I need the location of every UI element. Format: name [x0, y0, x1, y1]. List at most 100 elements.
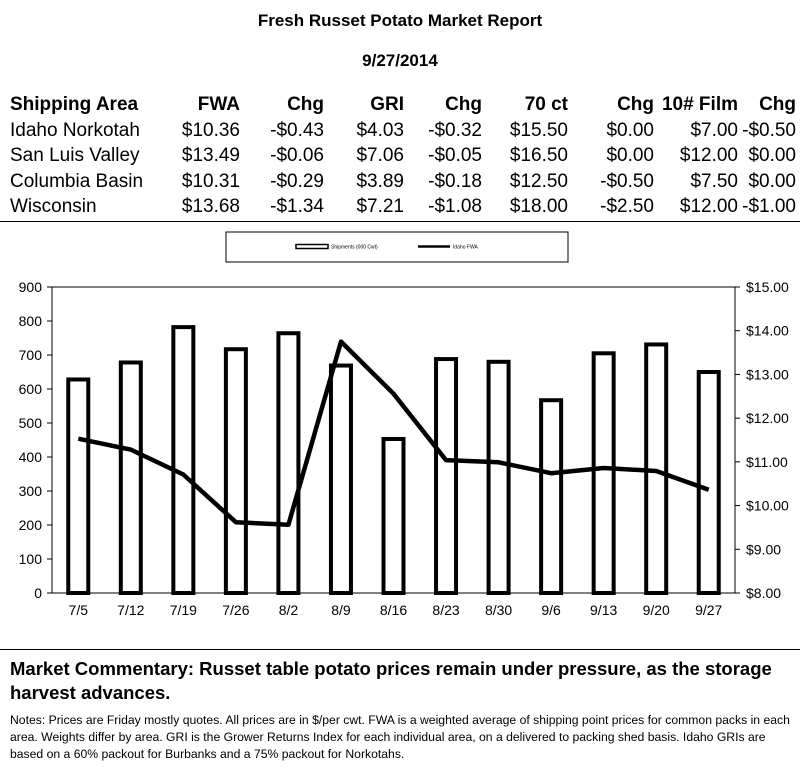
table-cell: $7.21	[356, 196, 404, 217]
x-axis-tick-label: 9/20	[643, 602, 670, 618]
col-header-fwa-chg: Chg	[287, 94, 324, 115]
section-divider	[0, 221, 800, 222]
left-axis-tick-label: 600	[19, 381, 43, 397]
x-axis-tick-label: 8/23	[432, 602, 459, 618]
x-axis-tick-label: 7/26	[222, 602, 249, 618]
x-axis-tick-label: 7/5	[69, 602, 89, 618]
right-axis-tick-label: $11.00	[746, 454, 788, 470]
table-cell: $4.03	[356, 119, 404, 141]
table-cell: -$1.08	[428, 196, 482, 217]
table-row: Idaho Norkotah $10.36 -$0.43 $4.03 -$0.3…	[8, 118, 798, 144]
x-axis-tick-label: 9/27	[695, 602, 722, 618]
shipment-bar	[118, 360, 143, 596]
table-cell: -$0.50	[742, 119, 796, 141]
right-axis-tick-label: $13.00	[746, 366, 789, 382]
legend-swatch-shipments	[295, 243, 329, 250]
left-axis-tick-label: 300	[19, 483, 43, 499]
shipment-bar	[696, 370, 721, 595]
table-cell: $18.00	[509, 196, 568, 217]
right-axis-tick-label: $15.00	[746, 279, 789, 295]
table-cell: -$0.32	[428, 119, 482, 141]
shipment-bar	[591, 351, 616, 595]
left-axis-tick-label: 800	[19, 313, 43, 329]
table-cell: $0.00	[606, 145, 654, 166]
table-row: Columbia Basin $10.31 -$0.29 $3.89 -$0.1…	[8, 169, 798, 195]
col-header-film-chg: Chg	[759, 94, 796, 115]
left-axis-tick-label: 0	[34, 585, 42, 601]
x-axis-labels: 7/5 7/12 7/19 7/26 8/2 8/9 8/16 8/23 8/30 9/6 9/13…	[69, 602, 723, 618]
table-cell: -$0.29	[270, 170, 324, 192]
shipment-bar	[381, 436, 406, 596]
left-axis-tick-label: 900	[19, 279, 43, 295]
table-cell: $10.36	[181, 119, 240, 141]
right-axis-tick-label: $10.00	[746, 498, 789, 514]
col-header-fwa: FWA	[197, 94, 240, 115]
table-cell: $15.50	[509, 119, 568, 141]
shipment-bar	[276, 331, 301, 595]
table-cell: $12.00	[679, 196, 738, 217]
left-axis-tick-label: 500	[19, 415, 43, 431]
col-header-gri-chg: Chg	[445, 94, 482, 115]
table-cell: Columbia Basin	[10, 170, 144, 192]
x-axis-tick-label: 8/9	[331, 602, 351, 618]
table-cell: -$0.06	[270, 145, 324, 166]
left-axis-tick-label: 700	[19, 347, 43, 363]
table-header-row: Shipping Area FWA Chg GRI Chg 70 ct Chg …	[8, 92, 798, 118]
right-axis-tick-label: $12.00	[746, 410, 789, 426]
section-divider	[0, 649, 800, 650]
legend-label-shipments: Shipments (000 Cwt)	[331, 245, 378, 251]
table-cell: $0.00	[748, 145, 796, 166]
idaho-fwa-line	[77, 339, 710, 528]
shipment-bar	[539, 398, 564, 595]
x-axis-tick-label: 7/19	[170, 602, 197, 618]
shipment-bar	[223, 347, 248, 595]
shipment-bar	[434, 357, 459, 595]
shipment-bar	[486, 359, 511, 595]
table-cell: $3.89	[356, 170, 404, 192]
table-cell: $7.06	[356, 145, 404, 166]
table-cell: Idaho Norkotah	[10, 119, 140, 141]
legend-box	[225, 231, 569, 263]
right-axis-tick-label: $14.00	[746, 323, 789, 339]
col-header-gri: GRI	[370, 94, 404, 115]
table-cell: $12.50	[509, 170, 568, 192]
market-commentary: Market Commentary: Russet table potato p…	[10, 658, 772, 703]
shipment-bar	[171, 325, 196, 595]
table-cell: $7.00	[690, 119, 738, 141]
table-row: Wisconsin $13.68 -$1.34 $7.21 -$1.08 $18…	[8, 194, 798, 220]
legend-label-fwa: Idaho FWA	[453, 245, 478, 251]
col-header-70ct-chg: Chg	[617, 94, 654, 115]
x-axis-tick-label: 7/12	[117, 602, 144, 618]
table-cell: -$2.50	[600, 196, 654, 217]
table-cell: -$0.18	[428, 170, 482, 192]
right-axis-tick-label: $9.00	[746, 541, 781, 557]
table-cell: -$0.50	[600, 170, 654, 192]
table-cell: -$0.43	[270, 119, 324, 141]
left-axis-tick-label: 400	[19, 449, 43, 465]
market-table: Shipping Area FWA Chg GRI Chg 70 ct Chg …	[8, 92, 798, 220]
report-title: Fresh Russet Potato Market Report	[257, 11, 543, 30]
table-cell: San Luis Valley	[10, 145, 140, 166]
table-cell: -$1.00	[742, 196, 796, 217]
table-cell: $10.31	[181, 170, 240, 192]
right-axis: $8.00 $9.00 $10.00 $11.00 $12.00 $13.00 $14.00…	[735, 279, 789, 601]
shipments-bars	[66, 325, 721, 596]
shipments-fwa-chart: Shipments (000 Cwt) Idaho FWA 0 100 200 300…	[19, 231, 789, 618]
chart-legend: Shipments (000 Cwt) Idaho FWA	[225, 231, 569, 263]
table-cell: -$1.34	[270, 196, 324, 217]
report-date: 9/27/2014	[362, 51, 438, 70]
x-axis-tick-label: 9/6	[541, 602, 561, 618]
col-header-shipping-area: Shipping Area	[10, 94, 139, 115]
table-cell: $13.68	[181, 196, 240, 217]
report-notes: Notes: Prices are Friday mostly quotes. …	[10, 713, 790, 761]
table-cell: $13.49	[181, 145, 240, 166]
left-axis-tick-label: 100	[19, 551, 43, 567]
x-axis-tick-label: 8/30	[485, 602, 512, 618]
x-axis-tick-label: 8/2	[279, 602, 299, 618]
x-axis-tick-label: 8/16	[380, 602, 407, 618]
left-axis: 0 100 200 300 400 500 600 700 800 900	[19, 279, 52, 601]
shipment-bar	[328, 363, 353, 596]
col-header-70ct: 70 ct	[524, 94, 568, 115]
table-cell: $16.50	[509, 145, 568, 166]
table-row: San Luis Valley $13.49 -$0.06 $7.06 -$0.…	[8, 143, 798, 169]
